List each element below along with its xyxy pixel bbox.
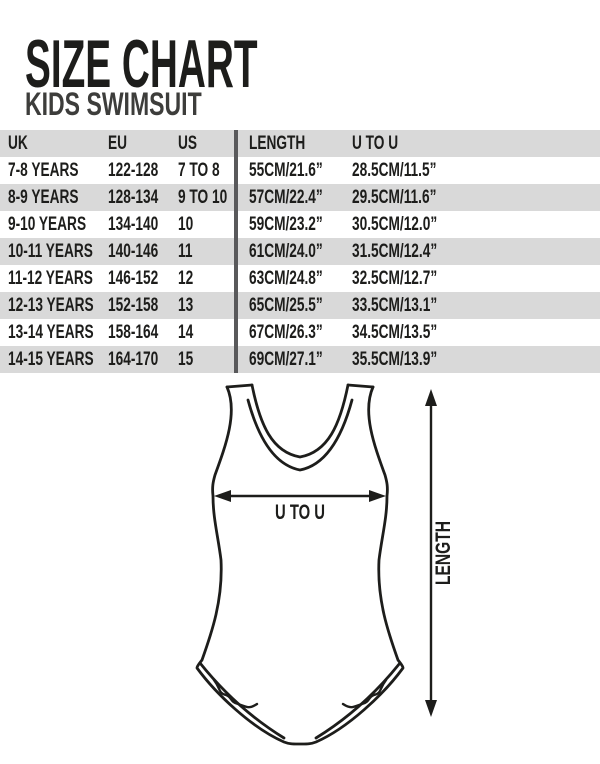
cell-uk: 14-15 YEARS — [8, 349, 94, 370]
cell-us: 10 — [178, 214, 194, 235]
column-divider — [234, 130, 238, 373]
cell-us: 7 TO 8 — [178, 160, 220, 181]
table-row: 9-10 YEARS 134-140 10 59CM/23.2” 30.5CM/… — [0, 211, 600, 238]
u-to-u-label: U TO U — [275, 501, 325, 524]
cell-us: 11 — [178, 241, 193, 262]
column-header-length: LENGTH — [249, 133, 306, 154]
cell-length: 65CM/25.5” — [249, 295, 323, 316]
length-label: LENGTH — [432, 521, 455, 585]
cell-length: 69CM/27.1” — [249, 349, 323, 370]
column-header-us: US — [178, 133, 198, 154]
cell-us: 12 — [178, 268, 194, 289]
cell-eu: 134-140 — [108, 214, 159, 235]
column-header-utou: U TO U — [352, 133, 399, 154]
leg-seam-right — [314, 661, 402, 740]
page-title-text: SIZE CHART — [25, 26, 258, 102]
page-subtitle-text: KIDS SWIMSUIT — [25, 86, 202, 122]
cell-length: 57CM/22.4” — [249, 187, 323, 208]
u-to-u-arrowhead-left — [214, 490, 231, 502]
table-row: 11-12 YEARS 146-152 12 63CM/24.8” 32.5CM… — [0, 265, 600, 292]
cell-us: 15 — [178, 349, 194, 370]
u-to-u-arrowhead-right — [369, 490, 386, 502]
cell-eu: 158-164 — [108, 322, 159, 343]
table-row: 13-14 YEARS 158-164 14 67CM/26.3” 34.5CM… — [0, 319, 600, 346]
cell-utou: 35.5CM/13.9” — [352, 349, 438, 370]
cell-utou: 29.5CM/11.6” — [352, 187, 437, 208]
table-header-row: UK EU US LENGTH U TO U — [0, 130, 600, 157]
cell-eu: 146-152 — [108, 268, 159, 289]
strap-top-left — [225, 383, 254, 389]
column-header-eu: EU — [108, 133, 128, 154]
neckline-trim — [246, 398, 354, 472]
leg-seam-left — [198, 661, 286, 740]
cell-utou: 30.5CM/12.0” — [352, 214, 438, 235]
cell-us: 14 — [178, 322, 194, 343]
cell-uk: 10-11 YEARS — [8, 241, 93, 262]
cell-length: 55CM/21.6” — [249, 160, 323, 181]
page-title: SIZE CHART — [25, 30, 433, 98]
cell-eu: 152-158 — [108, 295, 159, 316]
cell-utou: 28.5CM/11.5” — [352, 160, 437, 181]
cell-uk: 8-9 YEARS — [8, 187, 79, 208]
swimsuit-body-outline — [195, 385, 405, 746]
cell-uk: 11-12 YEARS — [8, 268, 93, 289]
length-arrowhead-bottom — [425, 700, 437, 717]
cell-eu: 122-128 — [108, 160, 159, 181]
column-header-uk: UK — [8, 133, 28, 154]
cell-uk: 13-14 YEARS — [8, 322, 94, 343]
strap-top-right — [346, 383, 375, 389]
cell-utou: 34.5CM/13.5” — [352, 322, 438, 343]
cell-uk: 12-13 YEARS — [8, 295, 94, 316]
page-subtitle: KIDS SWIMSUIT — [25, 88, 270, 120]
cell-uk: 9-10 YEARS — [8, 214, 87, 235]
cell-length: 63CM/24.8” — [249, 268, 323, 289]
table-row: 8-9 YEARS 128-134 9 TO 10 57CM/22.4” 29.… — [0, 184, 600, 211]
cell-us: 9 TO 10 — [178, 187, 228, 208]
cell-utou: 32.5CM/12.7” — [352, 268, 438, 289]
cell-utou: 33.5CM/13.1” — [352, 295, 438, 316]
ruffle-wave-left — [212, 678, 259, 709]
cell-length: 61CM/24.0” — [249, 241, 323, 262]
cell-eu: 164-170 — [108, 349, 159, 370]
table-row: 14-15 YEARS 164-170 15 69CM/27.1” 35.5CM… — [0, 346, 600, 373]
cell-length: 59CM/23.2” — [249, 214, 323, 235]
table-row: 12-13 YEARS 152-158 13 65CM/25.5” 33.5CM… — [0, 292, 600, 319]
ruffle-wave-right — [341, 678, 388, 709]
neckline-inner — [250, 383, 350, 459]
length-arrowhead-top — [425, 389, 437, 406]
table-row: 10-11 YEARS 140-146 11 61CM/24.0” 31.5CM… — [0, 238, 600, 265]
cell-eu: 128-134 — [108, 187, 159, 208]
cell-utou: 31.5CM/12.4” — [352, 241, 438, 262]
table-row: 7-8 YEARS 122-128 7 TO 8 55CM/21.6” 28.5… — [0, 157, 600, 184]
cell-us: 13 — [178, 295, 194, 316]
cell-eu: 140-146 — [108, 241, 159, 262]
cell-uk: 7-8 YEARS — [8, 160, 79, 181]
cell-length: 67CM/26.3” — [249, 322, 323, 343]
